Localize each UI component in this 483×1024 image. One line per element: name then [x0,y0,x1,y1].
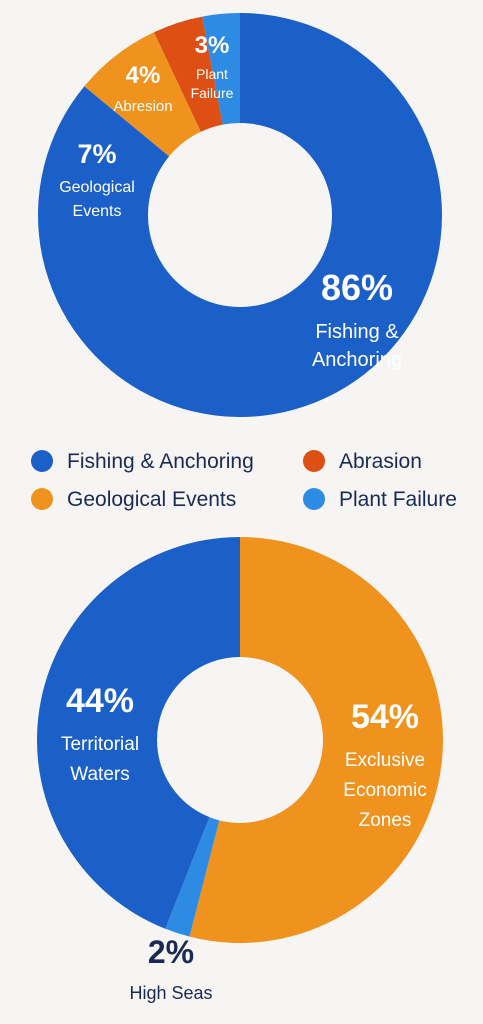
slice-fishing-and-anchoring [37,13,443,417]
fault-location-donut: 54% Exclusive Economic Zones 2% High Seas 44% T… [37,537,444,1003]
slice-territorial-waters [37,537,241,929]
slice-exclusive-economic-zones [189,537,444,943]
slice-label-high-seas: High Seas [129,983,212,1003]
legend-item-plant-failure: Plant Failure [303,488,457,511]
value-label-fishing-and-anchoring: 86% [321,267,393,308]
legend-swatch-fishing-and-anchoring [31,450,53,472]
legend-item-geological-events: Geological Events [31,488,236,511]
slice-label-territorial-waters: Territorial Waters [61,734,139,785]
slice-abrasion [153,16,223,132]
value-label-exclusive-economic-zones: 54% [351,698,419,736]
legend-item-fishing-and-anchoring: Fishing & Anchoring [31,450,254,473]
value-label-territorial-waters: 44% [66,682,134,720]
slice-label-abrasion: Abresion [113,98,172,115]
legend-label-fishing-and-anchoring: Fishing & Anchoring [67,450,254,473]
legend-swatch-abrasion [303,450,325,472]
slice-label-plant-failure: Plant Failure [191,66,234,101]
value-label-geological-events: 7% [77,139,116,169]
cable-fault-causes-donut: 86% Fishing & Anchoring 7% Geological Events 4… [37,13,443,417]
legend-label-abrasion: Abrasion [339,450,422,473]
slice-plant-failure [202,13,240,125]
cable-fault-causes-legend: Fishing & Anchoring Abrasion Geological Ev… [31,450,457,511]
slice-label-geological-events: Geological Events [59,179,135,220]
legend-swatch-plant-failure [303,488,325,510]
legend-swatch-geological-events [31,488,53,510]
slice-geological-events [84,32,201,157]
legend-label-plant-failure: Plant Failure [339,488,457,511]
slice-high-seas [165,817,220,937]
legend-item-abrasion: Abrasion [303,450,422,473]
slice-label-exclusive-economic-zones: Exclusive Economic Zones [343,750,426,831]
value-label-plant-failure: 3% [195,32,230,59]
value-label-abrasion: 4% [126,62,161,89]
legend-label-geological-events: Geological Events [67,488,236,511]
slice-label-fishing-and-anchoring: Fishing & Anchoring [312,321,402,371]
value-label-high-seas: 2% [148,934,194,970]
